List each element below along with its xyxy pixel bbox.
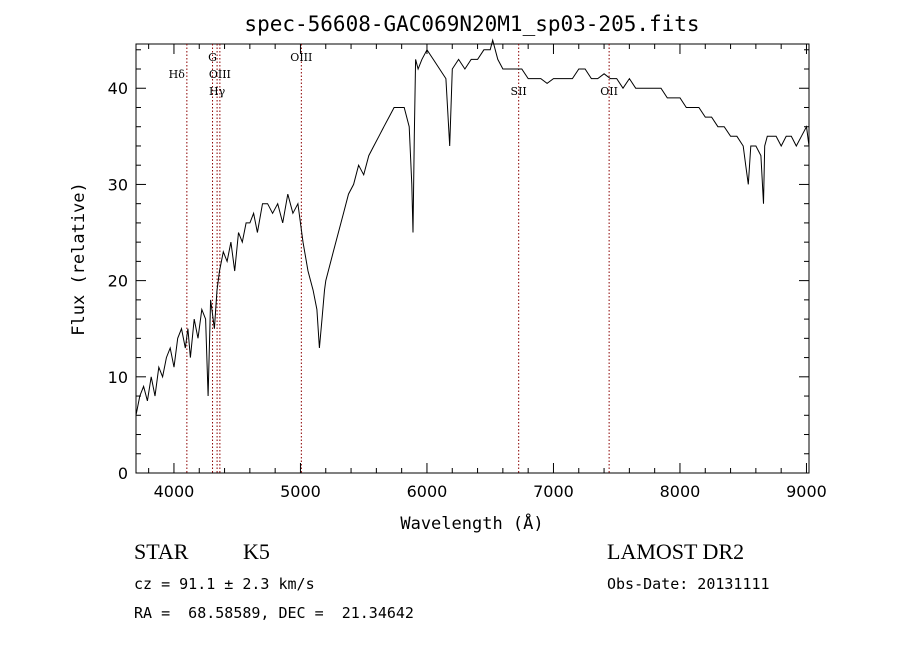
y-tick-label: 30 — [108, 175, 128, 194]
spectrum-line — [135, 38, 810, 416]
x-tick-label: 7000 — [533, 482, 574, 501]
x-axis-label: Wavelength (Å) — [400, 512, 543, 534]
x-axis: 4000 5000 6000 7000 8000 9000 — [148, 44, 827, 501]
y-axis-label: Flux (relative) — [69, 182, 89, 336]
marker-label: OII — [600, 85, 618, 98]
object-class: STAR — [134, 539, 189, 564]
y-tick-label: 10 — [108, 368, 128, 387]
x-tick-label: 9000 — [786, 482, 827, 501]
marker-label: OIII — [290, 51, 312, 64]
y-tick-label: 20 — [108, 272, 128, 291]
marker-label: Hδ — [169, 68, 186, 81]
y-tick-label: 40 — [108, 79, 128, 98]
x-tick-label: 4000 — [154, 482, 195, 501]
obs-date: Obs-Date: 20131111 — [607, 575, 770, 593]
marker-label: G — [208, 51, 217, 64]
survey-name: LAMOST DR2 — [607, 539, 745, 564]
x-tick-label: 6000 — [407, 482, 448, 501]
plot-frame — [135, 43, 810, 474]
marker-label: SII — [511, 85, 527, 98]
y-tick-label: 0 — [118, 464, 128, 483]
x-tick-label: 5000 — [280, 482, 321, 501]
chart-title: spec-56608-GAC069N20M1_sp03-205.fits — [244, 12, 699, 36]
x-tick-label: 8000 — [660, 482, 701, 501]
line-markers: Hδ G Hγ OIII OIII SII OII — [169, 44, 618, 473]
coordinates: RA = 68.58589, DEC = 21.34642 — [134, 604, 414, 622]
object-subclass: K5 — [243, 539, 270, 564]
marker-label: OIII — [209, 68, 231, 81]
y-axis: 0 10 20 30 40 — [108, 49, 809, 483]
redshift-cz: cz = 91.1 ± 2.3 km/s — [134, 575, 315, 593]
marker-label: Hγ — [209, 85, 226, 98]
